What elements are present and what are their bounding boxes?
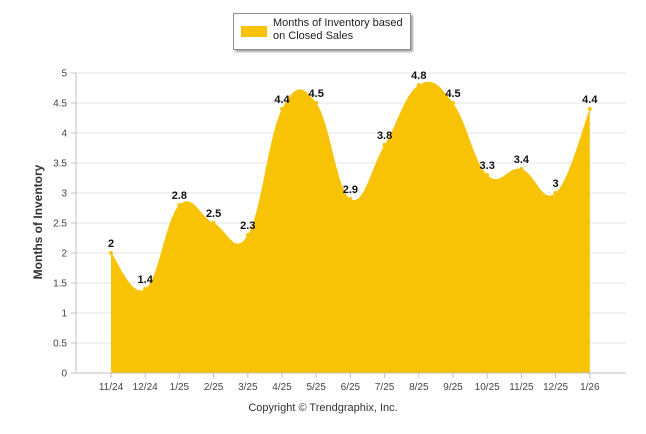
x-tick-label: 1/26 [580, 382, 600, 393]
data-point[interactable] [314, 101, 319, 105]
data-point[interactable] [382, 143, 387, 147]
legend-label-line-2: on Closed Sales [273, 30, 354, 42]
x-tick-label: 8/25 [409, 382, 429, 393]
data-label: 2.9 [343, 184, 358, 196]
data-label: 2.5 [206, 208, 221, 220]
data-point[interactable] [109, 251, 113, 255]
x-tick-label: 4/25 [272, 382, 292, 393]
y-tick-label: 3 [61, 189, 67, 200]
data-label: 2.3 [240, 220, 255, 232]
x-tick-label: 12/25 [543, 382, 568, 393]
y-tick-label: 1 [61, 309, 67, 320]
data-label: 3.4 [514, 154, 530, 166]
y-tick-label: 1.5 [53, 279, 67, 290]
data-label: 1.4 [138, 274, 154, 286]
y-tick-label: 3.5 [53, 159, 67, 170]
data-label: 2.8 [172, 190, 187, 202]
data-point[interactable] [451, 101, 455, 105]
area-series [111, 81, 590, 373]
x-tick-label: 1/25 [170, 382, 190, 393]
data-point[interactable] [416, 83, 421, 87]
y-tick-label: 0.5 [53, 339, 67, 350]
data-point[interactable] [143, 287, 148, 291]
y-tick-label: 2 [61, 249, 67, 260]
x-tick-label: 11/24 [99, 382, 124, 393]
x-tick-label: 12/24 [133, 382, 158, 393]
data-labels: 2 1.4 2.8 2.5 2.3 4.4 4.5 2.9 3.8 4.8 4.5 3.3 3.4 3 4.… [108, 70, 598, 291]
data-point[interactable] [211, 221, 216, 225]
x-tick-label: 7/25 [375, 382, 395, 393]
data-point[interactable] [587, 107, 592, 111]
data-point[interactable] [519, 167, 524, 171]
x-tick-label: 11/25 [509, 382, 534, 393]
data-label: 4.5 [309, 88, 324, 100]
data-label: 4.8 [411, 70, 426, 82]
copyright-text: Copyright © Trendgraphix, Inc. [248, 402, 398, 414]
x-tick-label: 9/25 [443, 382, 463, 393]
area-fill [111, 81, 590, 373]
y-tick-label: 4 [61, 129, 67, 140]
data-label: 3.3 [480, 160, 495, 172]
axes: 0 0.5 1 1.5 2 2.5 3 3.5 4 4.5 5 11/24 12/24 1/25 2/25 3… [53, 69, 626, 393]
data-label: 3.8 [377, 130, 392, 142]
y-tick-label: 4.5 [53, 99, 67, 110]
data-point[interactable] [280, 107, 284, 111]
y-axis-title: Months of Inventory [31, 164, 45, 280]
legend-swatch [241, 26, 267, 37]
data-point[interactable] [348, 197, 353, 201]
x-tick-label: 2/25 [204, 382, 224, 393]
y-tick-label: 2.5 [53, 219, 67, 230]
legend-label-line-1: Months of Inventory based [273, 17, 403, 29]
data-point[interactable] [245, 233, 250, 237]
data-point[interactable] [177, 203, 182, 207]
x-tick-label: 6/25 [341, 382, 361, 393]
data-point[interactable] [485, 173, 490, 177]
data-label: 4.5 [445, 88, 460, 100]
y-tick-label: 0 [61, 369, 67, 380]
data-label: 2 [108, 238, 114, 250]
data-label: 3 [553, 178, 559, 190]
y-tick-label: 5 [61, 69, 67, 80]
legend[interactable]: Months of Inventory based on Closed Sale… [233, 13, 411, 50]
x-tick-label: 3/25 [238, 382, 258, 393]
x-tick-label: 5/25 [306, 382, 326, 393]
data-point[interactable] [553, 191, 558, 195]
x-tick-label: 10/25 [475, 382, 500, 393]
data-label: 4.4 [582, 94, 598, 106]
legend-label: Months of Inventory based on Closed Sale… [273, 17, 409, 43]
data-label: 4.4 [274, 94, 290, 106]
